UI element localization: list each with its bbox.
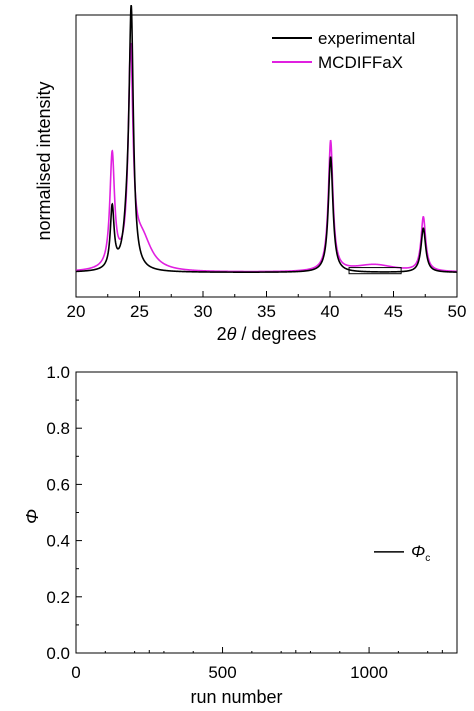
legend-label: experimental: [318, 29, 415, 48]
baseline-marker: [348, 267, 402, 275]
x-tick-label: 0: [71, 663, 80, 682]
x-tick-label: 45: [384, 302, 403, 321]
x-tick-label: 50: [448, 302, 467, 321]
x-tick-label: 40: [321, 302, 340, 321]
plot-frame: [75, 371, 458, 654]
phi-panel: 0.0 0.2 0.4 0.6 0.8 1.0 0 500 1000 run number Φ Φc: [22, 363, 458, 707]
y-tick-label: 0.6: [46, 475, 70, 494]
legend-label: Φc: [411, 542, 430, 564]
x-tick-label: 20: [67, 302, 86, 321]
x-axis-label: run number: [190, 687, 282, 707]
y-tick-label: 0.2: [46, 588, 70, 607]
y-axis-label: normalised intensity: [34, 81, 54, 240]
x-tick-label: 30: [194, 302, 213, 321]
x-tick-label: 25: [130, 302, 149, 321]
xrd-panel: 20 25 30 35 40 45 50 2θ / degrees normalised int…: [34, 4, 467, 344]
y-tick-label: 0.0: [46, 644, 70, 663]
series-line-experimental: [75, 4, 457, 273]
y-tick-label: 0.4: [46, 532, 70, 551]
legend-label: MCDIFFaX: [318, 53, 403, 72]
x-axis-label: 2θ / degrees: [217, 324, 317, 344]
y-axis-label: Φ: [22, 509, 42, 524]
x-tick-label: 1000: [350, 663, 388, 682]
y-tick-label: 1.0: [46, 363, 70, 382]
y-tick-label: 0.8: [46, 419, 70, 438]
x-tick-label: 500: [208, 663, 236, 682]
x-tick-label: 35: [257, 302, 276, 321]
